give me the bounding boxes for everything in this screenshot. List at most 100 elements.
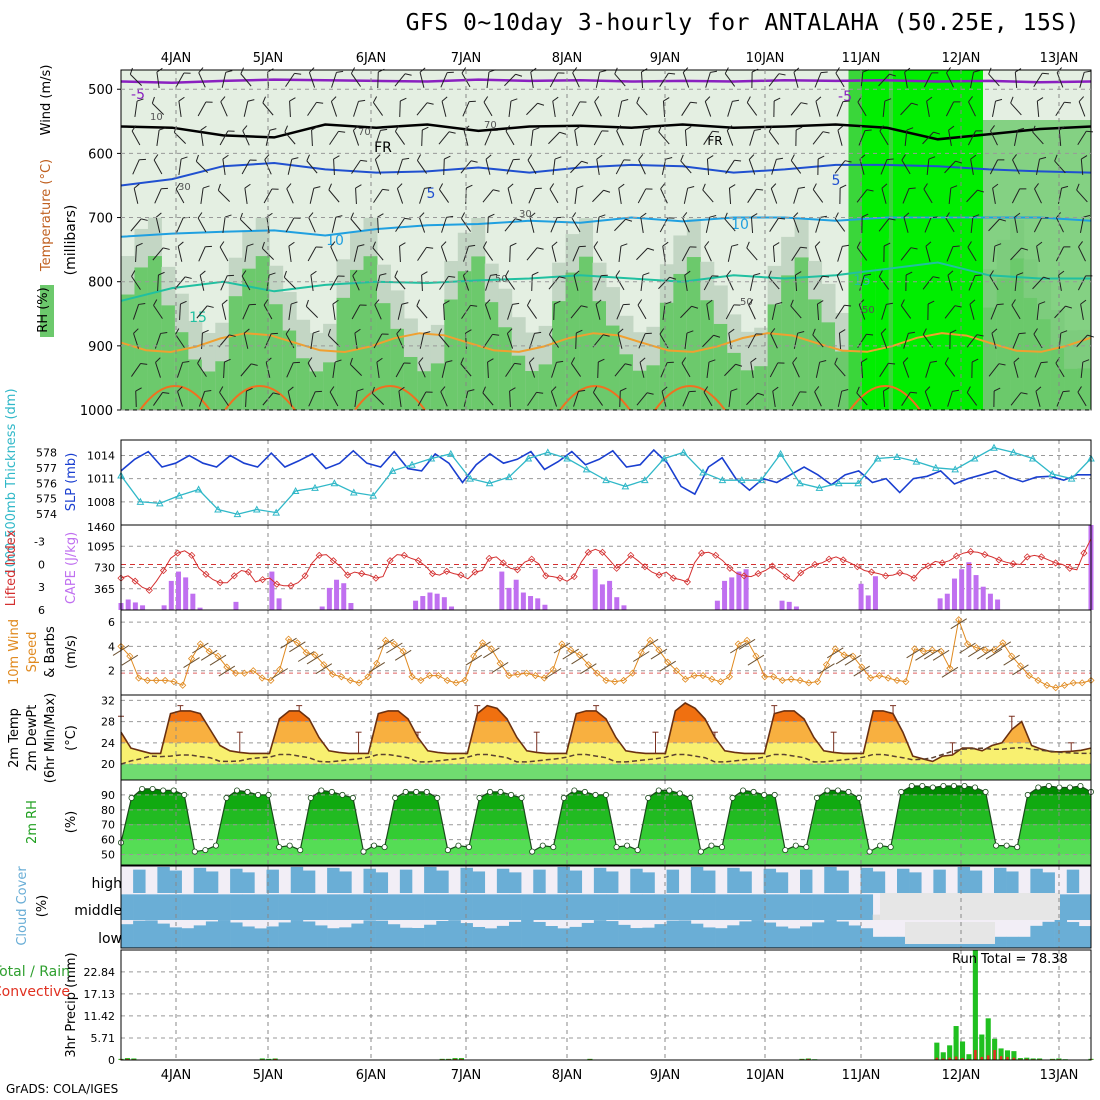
wind-barb-flag	[777, 362, 785, 364]
wind-barb-flag	[599, 70, 607, 73]
cloud-high-cell	[460, 867, 473, 893]
wind-barb-flag	[551, 386, 557, 392]
wind-barb-shaft	[504, 218, 516, 232]
cloud-mid-cell	[387, 894, 401, 920]
wind-barb	[856, 189, 874, 203]
cloud-low-cell	[327, 928, 340, 948]
cloud-high-cell	[1066, 869, 1080, 893]
wind-barb	[684, 330, 694, 350]
wind-barb	[198, 245, 212, 262]
wind-barb-flag	[491, 129, 498, 132]
wind-speed-point	[637, 648, 645, 657]
wind-speed-point	[505, 672, 513, 680]
wind-barb	[636, 247, 655, 261]
wind-speed-point	[866, 674, 875, 682]
cloud-low-gap	[905, 922, 995, 944]
wind-barb	[375, 273, 387, 291]
rh-point	[160, 787, 167, 794]
cloud-low-cell	[994, 936, 1007, 948]
wind-barb-flag	[313, 186, 321, 189]
wind-barb	[989, 270, 999, 291]
wind-barb	[419, 186, 432, 204]
wind-speed-point	[875, 672, 883, 680]
wind-barb	[768, 125, 780, 145]
wind-barb	[505, 362, 522, 377]
lifted-index-point	[145, 586, 153, 594]
wind10-axis-label2: Speed	[25, 632, 40, 673]
upper-air-frame	[120, 69, 1092, 411]
wind-barb	[790, 154, 802, 174]
wind-barb	[397, 302, 409, 320]
rh-band-green	[686, 257, 701, 410]
wind-barb-flag	[469, 100, 476, 103]
wind-barb-shaft	[329, 131, 339, 145]
rh-point	[444, 847, 451, 854]
thickness-point	[679, 448, 688, 456]
wind-barb	[156, 127, 166, 146]
wind-barb-flag	[129, 67, 133, 75]
wind-barb	[288, 241, 295, 262]
cloud-high-cell	[339, 871, 352, 893]
cape-tick-label: 365	[94, 583, 115, 596]
wind-barb	[571, 101, 587, 117]
wind-barb-flag	[995, 98, 1003, 102]
temp-tick-label: 32	[101, 694, 115, 707]
wind-barb	[792, 212, 800, 233]
wind-barb	[703, 275, 719, 291]
precip-total-bar	[1011, 1051, 1017, 1060]
wind-barb-shaft	[990, 130, 998, 146]
wind-barb-flag	[601, 130, 609, 132]
thickness-point	[1048, 469, 1057, 477]
wind-barb-flag	[289, 97, 296, 102]
isotherm-label: FR	[374, 140, 392, 156]
wind-barb-shaft	[394, 276, 406, 290]
wind-barb-shaft	[486, 71, 490, 89]
cloud-low-cell	[1018, 936, 1031, 948]
thickness-point	[505, 473, 513, 481]
cloud-mid-cell	[472, 894, 486, 920]
wind-barb-shaft	[505, 130, 515, 146]
wind-barb	[132, 303, 146, 320]
wind-barb	[329, 130, 346, 145]
wind-speed-point	[346, 676, 354, 684]
thickness-tick-label: 577	[36, 462, 57, 475]
wind-barb-shaft	[1010, 392, 1022, 406]
rh-band-green	[147, 256, 162, 410]
wind-barb-shaft	[1012, 159, 1020, 175]
wind-barb-flag	[966, 386, 971, 393]
wind-barb	[570, 305, 588, 319]
wind-barb-flag	[315, 246, 323, 248]
wind-barb-shaft	[288, 304, 292, 320]
wind-barb-10m	[580, 663, 597, 675]
wind-barb-shaft	[989, 159, 999, 175]
wind-barb	[240, 363, 258, 377]
wind-barb-flag	[153, 299, 158, 306]
cloud-low-cell	[169, 927, 182, 948]
wind-speed-point	[549, 665, 557, 674]
cape-bar	[607, 580, 613, 610]
rh-contour-label: 30	[519, 209, 532, 220]
slp-axis-label: SLP (mb)	[64, 453, 79, 512]
wind-barb	[132, 158, 146, 175]
wind-barb-shaft	[681, 102, 691, 116]
wind-barb	[636, 96, 648, 116]
wind-barb-shaft	[726, 275, 734, 291]
wind-barb	[354, 388, 364, 407]
wind-barb-flag	[866, 333, 874, 336]
wind-speed-point	[681, 675, 689, 683]
wind-barb-shaft	[968, 101, 976, 117]
wind-barb-flag	[155, 212, 162, 218]
cape-bar	[499, 571, 505, 610]
rh-band-green	[269, 304, 284, 410]
cloud-mid-cell	[787, 894, 801, 920]
day-label-top: 6JAN	[356, 51, 387, 66]
lifted-index-point	[485, 554, 493, 562]
wind-barb-shaft	[856, 392, 868, 406]
wind-barb-shaft	[812, 334, 824, 348]
wind-barb-flag	[220, 96, 226, 103]
wind-barb	[548, 131, 567, 145]
wind-barb-shaft	[661, 391, 667, 407]
rh-point	[592, 791, 599, 798]
wind-barb-shaft	[750, 362, 754, 378]
wind-barb-shaft	[549, 188, 559, 204]
